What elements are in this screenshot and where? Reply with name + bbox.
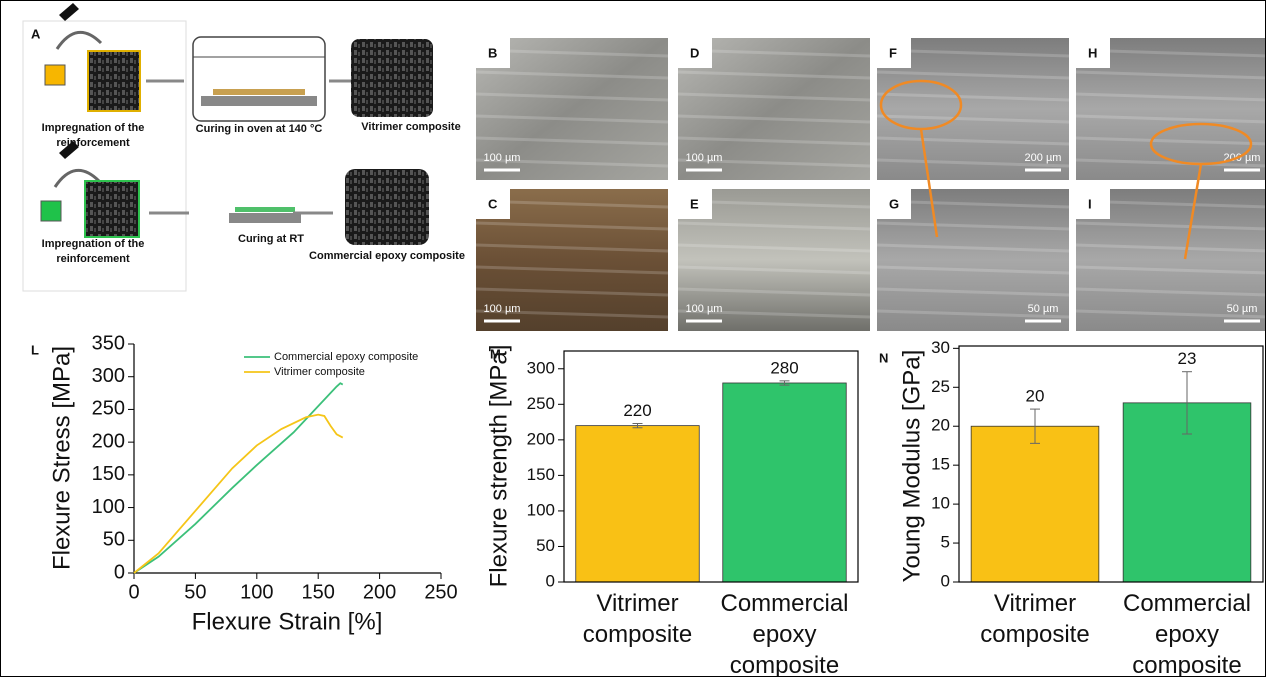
data-label: 220	[623, 401, 651, 420]
panel-letter: N	[879, 350, 888, 365]
x-tick-label: Commercial epoxy composite	[711, 588, 858, 677]
resin-cup	[41, 201, 61, 221]
panel-letter: B	[488, 45, 497, 60]
y-tick-label: 250	[92, 398, 125, 420]
scale-label: 100 µm	[484, 152, 521, 164]
scale-label: 100 µm	[484, 303, 521, 315]
plate	[229, 213, 301, 223]
bar	[576, 426, 699, 582]
step-label: Impregnation of the reinforcement	[23, 121, 163, 151]
scale-label: 50 µm	[1227, 303, 1258, 315]
x-tick-label: Commercial epoxy composite	[1111, 588, 1263, 677]
x-tick-label: 200	[363, 581, 396, 603]
y-tick-label: 200	[527, 429, 555, 448]
sample	[235, 207, 295, 212]
panel-letter: F	[889, 45, 897, 60]
step-label: Curing in oven at 140 °C	[193, 123, 325, 135]
panel-letter: G	[889, 196, 899, 211]
x-tick-label: 50	[184, 581, 206, 603]
resin-cup	[45, 65, 65, 85]
y-axis-label: Flexure strength [MPa]	[485, 345, 512, 588]
y-tick-label: 20	[931, 416, 950, 435]
y-tick-label: 5	[941, 533, 950, 552]
x-tick-label: 250	[424, 581, 457, 603]
panel-letter: L	[31, 342, 39, 357]
panel-letter: E	[690, 196, 699, 211]
y-axis-label: Young Modulus [GPa]	[898, 350, 925, 583]
panel-letter: D	[690, 45, 699, 60]
x-tick-label: Vitrimer composite	[564, 588, 711, 650]
figure: A B 100 µm C 100 µm D 100 µm E 100 µm F 200 µm G 50 …	[0, 0, 1266, 677]
x-tick-label: 0	[128, 581, 139, 603]
y-tick-label: 30	[931, 338, 950, 357]
data-label: 20	[1026, 387, 1045, 406]
step-label: Curing at RT	[205, 233, 337, 245]
y-tick-label: 250	[527, 394, 555, 413]
y-tick-label: 150	[527, 465, 555, 484]
sample	[213, 89, 305, 95]
y-tick-label: 150	[92, 463, 125, 485]
x-tick-label: Vitrimer composite	[959, 588, 1111, 650]
y-tick-label: 300	[92, 365, 125, 387]
bar	[723, 383, 846, 582]
y-tick-label: 0	[941, 571, 950, 590]
y-tick-label: 100	[92, 496, 125, 518]
y-tick-label: 0	[114, 561, 125, 583]
x-tick-label: 150	[302, 581, 335, 603]
step-label: Commercial epoxy composite	[297, 250, 477, 262]
y-tick-label: 350	[92, 332, 125, 354]
plate	[201, 96, 317, 106]
bar	[971, 426, 1099, 582]
y-tick-label: 300	[527, 358, 555, 377]
pour-arrow	[57, 32, 101, 49]
step-label: Impregnation of the reinforcement	[23, 237, 163, 267]
data-label: 280	[770, 358, 798, 377]
fabric	[85, 181, 139, 237]
scale-label: 50 µm	[1028, 303, 1059, 315]
brush	[59, 3, 79, 21]
x-axis-label: Flexure Strain [%]	[192, 608, 383, 635]
scale-label: 200 µm	[1224, 152, 1261, 164]
figure-canvas: A B 100 µm C 100 µm D 100 µm E 100 µm F 200 µm G 50 …	[1, 1, 1265, 676]
legend-label: Commercial epoxy composite	[274, 351, 418, 363]
panel-letter: H	[1088, 45, 1097, 60]
y-tick-label: 10	[931, 494, 950, 513]
legend-label: Vitrimer composite	[274, 366, 365, 378]
y-tick-label: 200	[92, 430, 125, 452]
y-tick-label: 15	[931, 455, 950, 474]
y-tick-label: 0	[546, 571, 555, 590]
panel-letter: C	[488, 196, 498, 211]
y-tick-label: 50	[536, 536, 555, 555]
y-tick-label: 25	[931, 377, 950, 396]
fabric	[88, 51, 140, 111]
scale-label: 100 µm	[686, 303, 723, 315]
data-label: 23	[1178, 349, 1197, 368]
panel-letter: I	[1088, 196, 1092, 211]
series-line	[134, 415, 343, 573]
oven	[193, 37, 325, 121]
label-box	[1076, 189, 1110, 219]
y-axis-label: Flexure Stress [MPa]	[48, 346, 75, 570]
x-tick-label: 100	[240, 581, 273, 603]
y-tick-label: 50	[103, 529, 125, 551]
step-label: Vitrimer composite	[346, 121, 476, 133]
panel-letter: A	[31, 26, 41, 41]
epoxy-sample	[345, 169, 429, 245]
y-tick-label: 100	[527, 500, 555, 519]
vitrimer-sample	[351, 39, 433, 117]
scale-label: 200 µm	[1025, 152, 1062, 164]
scale-label: 100 µm	[686, 152, 723, 164]
